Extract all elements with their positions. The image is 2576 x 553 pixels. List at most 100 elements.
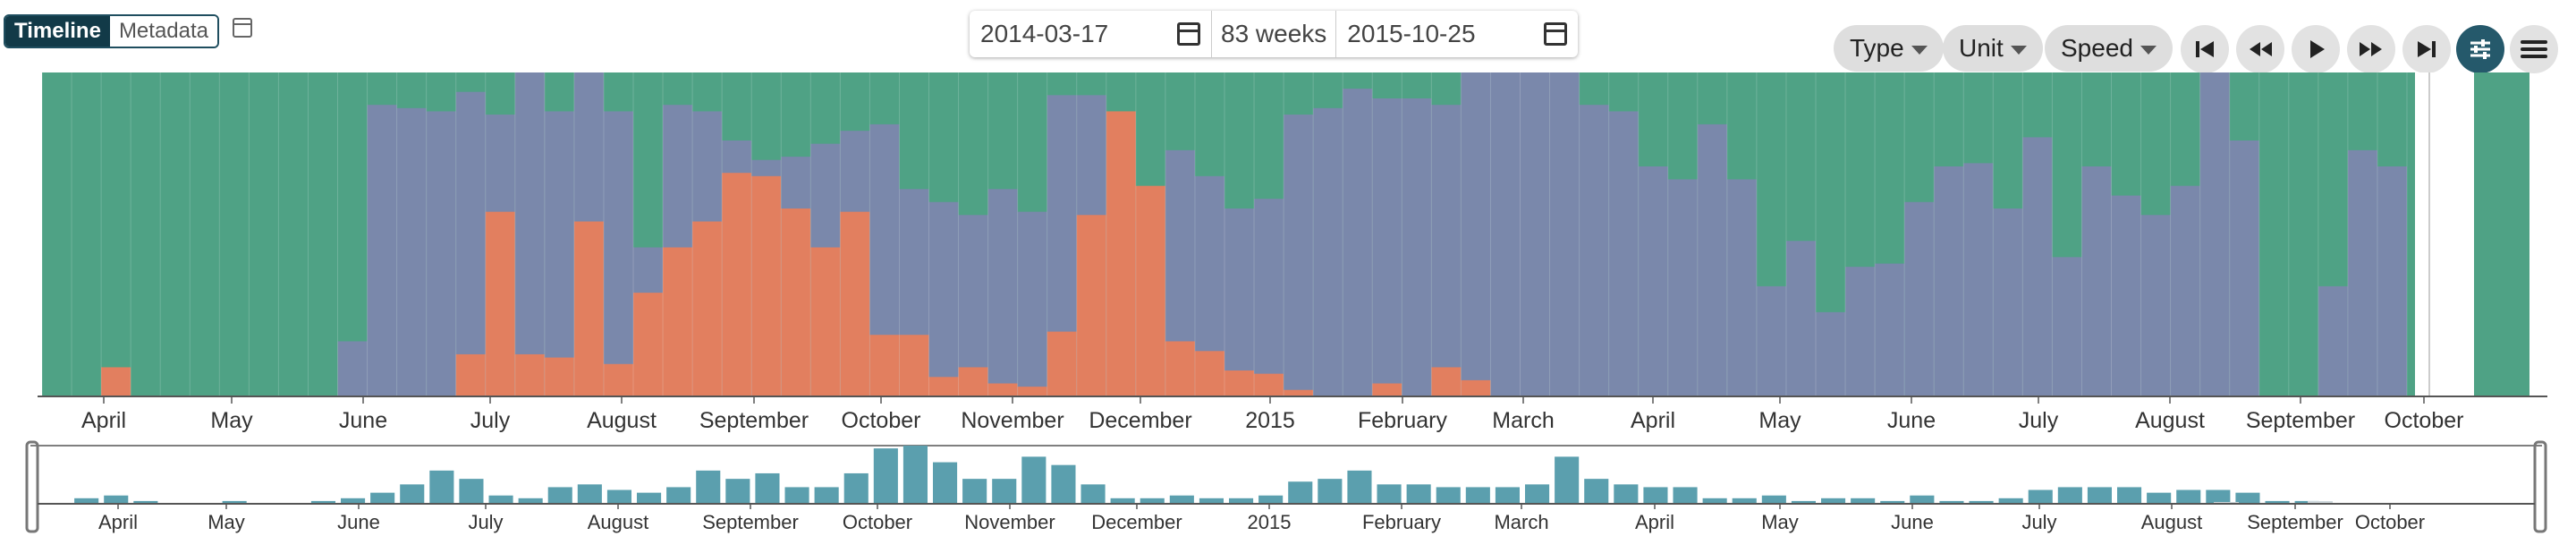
main-bar-purple	[1254, 199, 1284, 396]
main-timeline-chart[interactable]	[41, 72, 2496, 397]
overview-bar	[606, 489, 631, 504]
main-bar-green	[219, 72, 250, 396]
main-bar-purple	[1461, 72, 1491, 396]
brush-left-handle[interactable]	[25, 440, 39, 533]
main-bar-purple	[2052, 257, 2082, 396]
play-button[interactable]	[2292, 25, 2340, 73]
main-axis-label: May	[210, 408, 253, 433]
overview-bar	[429, 470, 454, 504]
main-bar-purple	[1431, 105, 1462, 396]
main-bar-purple	[1875, 263, 1905, 396]
overview-axis-label: December	[1091, 511, 1182, 533]
main-bar-purple	[2022, 137, 2053, 396]
type-dropdown-label: Type	[1850, 34, 1904, 62]
overview-bar	[1791, 500, 1816, 504]
overview-bar	[222, 500, 247, 504]
main-bar-green	[249, 72, 279, 396]
overview-bar	[1169, 495, 1194, 504]
main-bar-orange	[1372, 383, 1402, 396]
overview-bar	[2057, 487, 2082, 504]
main-bar-orange	[603, 363, 634, 396]
main-axis-label: May	[1758, 408, 1801, 433]
overview-bar	[1051, 464, 1076, 504]
sliders-icon	[2470, 39, 2490, 59]
main-bar-purple	[2229, 140, 2260, 396]
end-date-field[interactable]: 2015-10-25	[1336, 11, 1578, 57]
overview-bar	[1673, 487, 1698, 504]
overview-bar	[992, 479, 1017, 504]
main-bar-green	[160, 72, 191, 396]
overview-bar	[1021, 456, 1046, 504]
calendar-icon[interactable]	[1177, 22, 1200, 46]
overview-bar	[1465, 487, 1490, 504]
main-bar-purple	[1904, 201, 1935, 396]
brush-right-handle[interactable]	[2533, 440, 2547, 533]
skip-to-start-button[interactable]	[2181, 25, 2229, 73]
main-bar-purple	[2111, 195, 2142, 396]
settings-button[interactable]	[2456, 25, 2504, 73]
tab-timeline[interactable]: Timeline	[5, 16, 110, 47]
main-bar-purple	[1638, 166, 1669, 397]
overview-axis-label: October	[843, 511, 912, 533]
overview-bar	[1998, 498, 2023, 504]
main-bar-purple	[958, 215, 989, 396]
overview-bar	[459, 479, 484, 504]
start-date-field[interactable]: 2014-03-17	[970, 11, 1211, 57]
overview-axis-label: September	[702, 511, 799, 533]
unit-dropdown-label: Unit	[1959, 34, 2004, 62]
main-bar-green	[278, 72, 309, 396]
unit-dropdown[interactable]: Unit	[1943, 25, 2043, 72]
main-bar-orange	[1431, 367, 1462, 396]
main-bar-orange	[1135, 185, 1166, 396]
skip-to-start-icon	[2196, 41, 2214, 57]
menu-button[interactable]	[2510, 25, 2558, 73]
main-bar-purple	[1993, 208, 2023, 396]
skip-to-end-button[interactable]	[2402, 25, 2451, 73]
overview-chart[interactable]	[74, 446, 2458, 504]
main-bar-purple	[1402, 98, 1432, 397]
main-bar-orange	[958, 367, 989, 396]
main-bar-purple	[1785, 241, 1817, 396]
hamburger-menu-icon	[2521, 37, 2547, 62]
overview-bar	[488, 495, 513, 504]
tab-metadata[interactable]: Metadata	[109, 16, 218, 47]
window-icon[interactable]	[233, 18, 252, 38]
main-bar-purple	[514, 72, 546, 396]
overview-bar	[2087, 487, 2112, 504]
main-axis-label: April	[81, 408, 126, 433]
overview-bar	[1584, 479, 1609, 504]
main-bar-green	[101, 72, 131, 396]
main-bar-orange	[455, 353, 487, 396]
main-bar-purple	[1520, 72, 1551, 396]
chevron-down-icon	[2140, 45, 2157, 55]
overview-bar	[1643, 487, 1668, 504]
overview-bar	[755, 472, 780, 504]
fast-forward-button[interactable]	[2347, 25, 2395, 73]
main-bar-purple	[928, 201, 960, 396]
main-axis-label: March	[1492, 408, 1554, 433]
main-bar-purple	[1224, 208, 1255, 396]
overview-bar	[1110, 498, 1135, 504]
main-bar-purple	[1313, 107, 1343, 396]
rewind-button[interactable]	[2236, 25, 2284, 73]
main-axis-label: February	[1358, 408, 1448, 433]
main-bar-orange	[544, 357, 575, 396]
main-bar-orange	[840, 211, 870, 396]
main-bar-green	[2474, 72, 2529, 396]
type-dropdown[interactable]: Type	[1834, 25, 1944, 72]
overview-bar	[341, 498, 366, 504]
overview-bar	[1910, 495, 1935, 504]
main-bar-orange	[810, 247, 841, 396]
main-bar-purple	[2199, 72, 2231, 396]
overview-axis-label: October	[2355, 511, 2425, 533]
main-bar-purple	[1963, 163, 1994, 397]
main-bar-purple	[2081, 166, 2112, 397]
calendar-icon[interactable]	[1544, 22, 1568, 46]
speed-dropdown[interactable]: Speed	[2045, 25, 2173, 72]
overview-bar	[1229, 498, 1254, 504]
rewind-icon	[2250, 42, 2272, 56]
overview-bar	[2265, 500, 2290, 504]
overview-bar	[784, 487, 809, 504]
overview-chart-frame	[25, 440, 2547, 533]
main-bar-purple	[1284, 115, 1314, 396]
